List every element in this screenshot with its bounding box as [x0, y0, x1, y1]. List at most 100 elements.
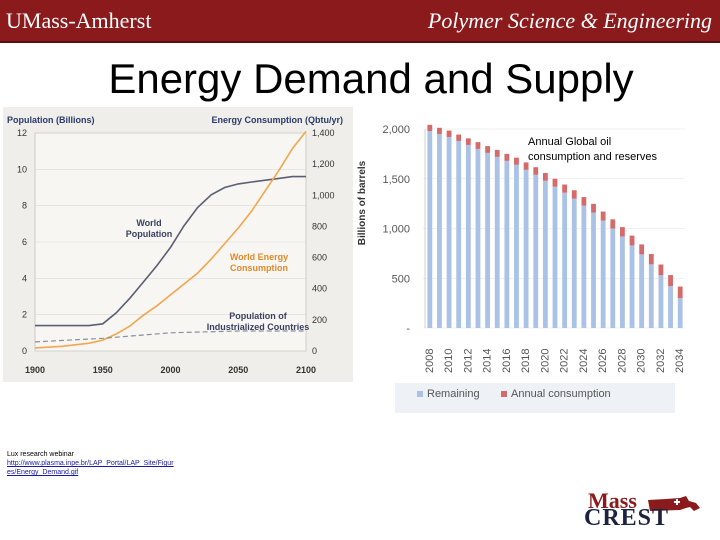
bar-remaining [514, 164, 519, 328]
legend-swatch-remaining [417, 391, 423, 397]
bar-consumption [523, 162, 529, 170]
bar-remaining [658, 275, 664, 328]
bar-consumption [514, 157, 519, 165]
bar-remaining [465, 144, 471, 328]
bar-consumption [639, 244, 645, 255]
bar-remaining [456, 140, 462, 328]
bar-remaining [446, 136, 452, 328]
x-tick-label: 2024 [578, 349, 590, 373]
x-tick-label: 2014 [482, 349, 494, 373]
right-tick-label: 800 [312, 221, 327, 231]
bar-consumption [456, 134, 462, 141]
bar-remaining [677, 298, 683, 328]
bar-consumption [504, 153, 510, 161]
bar-remaining [427, 130, 433, 328]
bar-remaining [475, 148, 481, 328]
bar-consumption [591, 203, 596, 213]
right-tick-label: 0 [312, 346, 317, 356]
bar-consumption [562, 184, 568, 193]
slide-title: Energy Demand and Supply [108, 55, 634, 102]
right-tick-label: 1,000 [312, 190, 335, 200]
series-label-industrialized: Population of Industrialized Countries [207, 311, 310, 332]
header-banner: UMass-Amherst Polymer Science & Engineer… [0, 0, 720, 43]
bar-remaining [600, 220, 606, 328]
series-line [34, 330, 306, 343]
series-label-energy: World Energy Consumption [230, 252, 288, 273]
x-tick-label: 2016 [501, 349, 513, 373]
bar-remaining [523, 169, 529, 328]
y-axis-label: Billions of barrels [357, 160, 368, 245]
oil-reserves-svg: Annual Global oil consumption and reserve… [355, 105, 693, 413]
x-tick-label: 1950 [93, 365, 113, 375]
masscrest-logo: Mass CREST [582, 488, 707, 532]
bar-consumption [446, 130, 452, 137]
logo-crest-text: CREST [584, 505, 670, 531]
bar-consumption [494, 149, 500, 157]
bar-remaining [648, 264, 654, 328]
left-tick-label: 12 [17, 128, 27, 138]
y-tick-label: 2,000 [382, 124, 410, 136]
bar-remaining [581, 205, 587, 328]
x-tick-label: 2030 [636, 349, 648, 373]
bar-consumption [648, 253, 654, 265]
bar-consumption [668, 275, 673, 287]
right-tick-label: 1,400 [312, 128, 335, 138]
department-name: Polymer Science & Engineering [427, 8, 712, 33]
x-tick-label: 2018 [520, 349, 532, 373]
bar-consumption [658, 264, 664, 276]
bar-remaining [610, 228, 616, 328]
chart-title-line2: consumption and reserves [528, 151, 658, 163]
y-tick-label: 1,500 [382, 174, 410, 186]
series-line [35, 175, 306, 327]
bar-consumption [552, 178, 558, 187]
bar-consumption [475, 142, 481, 149]
bar-consumption [629, 235, 635, 246]
y-tick-label: 500 [392, 273, 410, 285]
bar-remaining [533, 174, 539, 328]
population-energy-chart: Population (Billions) Energy Consumption … [3, 107, 353, 382]
left-tick-label: 2 [22, 310, 27, 320]
bar-consumption [485, 146, 490, 153]
source-link[interactable]: http://www.plasma.inpe.br/LAP_Portal/LAP… [7, 460, 174, 476]
x-tick-label: 2026 [597, 349, 609, 373]
x-tick-label: 2020 [539, 349, 551, 373]
x-tick-label: 2010 [443, 349, 455, 373]
left-tick-label: 6 [22, 237, 27, 247]
bar-remaining [552, 186, 558, 328]
x-tick-label: 1900 [25, 365, 45, 375]
y-tick-label: - [406, 323, 410, 335]
source-line: Lux research webinar [7, 451, 74, 458]
left-axis-label: Population (Billions) [7, 115, 95, 125]
oil-reserves-chart: Annual Global oil consumption and reserve… [355, 105, 693, 413]
bar-remaining [591, 212, 596, 328]
x-tick-label: 2032 [655, 349, 667, 373]
bar-consumption [533, 167, 539, 175]
bar-remaining [639, 254, 645, 328]
left-tick-label: 0 [22, 346, 27, 356]
x-tick-label: 2050 [228, 365, 248, 375]
bar-consumption [620, 227, 625, 237]
x-tick-label: 2012 [462, 349, 474, 373]
bar-consumption [465, 138, 471, 145]
bar-consumption [581, 197, 587, 206]
left-tick-label: 4 [22, 273, 27, 283]
bar-consumption [437, 127, 442, 134]
left-tick-label: 10 [17, 164, 27, 174]
x-tick-label: 2100 [296, 365, 316, 375]
series-label-population: World Population [126, 218, 173, 239]
bar-remaining [494, 156, 500, 328]
logo-mass-text: Mass [588, 488, 637, 513]
bar-consumption [571, 190, 577, 199]
x-tick-label: 2034 [674, 349, 686, 373]
bar-consumption [542, 172, 548, 181]
right-axis-label: Energy Consumption (Qbtu/yr) [212, 115, 344, 125]
bar-remaining [668, 286, 673, 328]
bar-remaining [485, 152, 490, 328]
x-tick-label: 2000 [160, 365, 180, 375]
bar-remaining [620, 236, 625, 328]
bar-remaining [542, 180, 548, 328]
bar-remaining [504, 160, 510, 328]
right-tick-label: 400 [312, 284, 327, 294]
bar-consumption [427, 124, 433, 131]
bar-remaining [629, 245, 635, 328]
